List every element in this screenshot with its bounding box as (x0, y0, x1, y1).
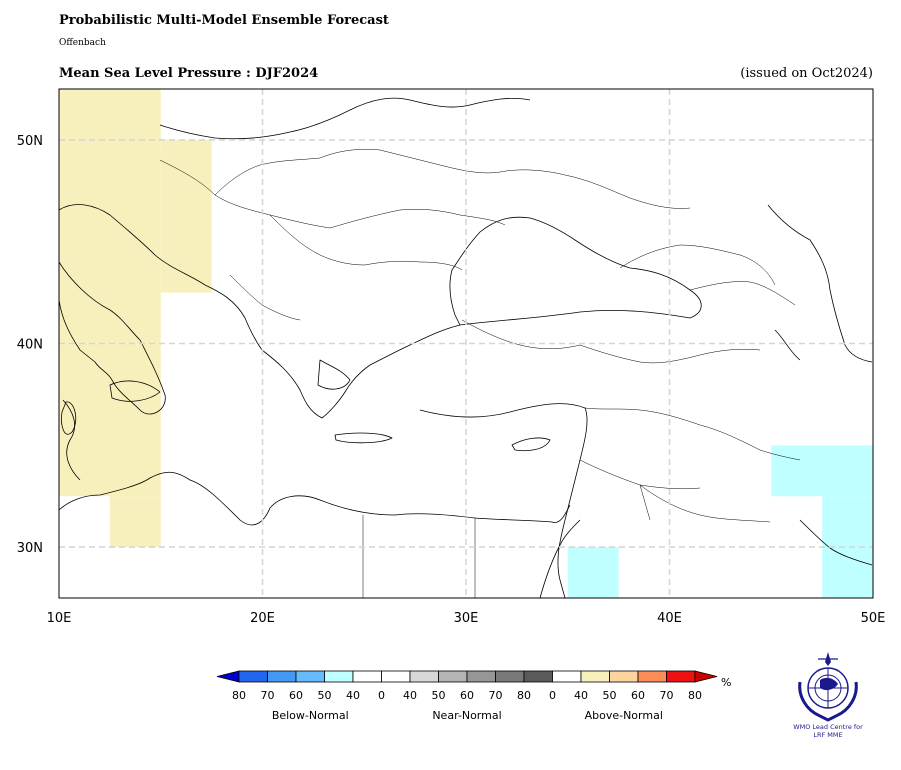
colorbar-tick-label: 60 (631, 689, 645, 702)
colorbar-tick-label: 40 (574, 689, 588, 702)
map-title: Mean Sea Level Pressure : DJF2024 (59, 66, 319, 81)
colorbar-group-label: Above-Normal (585, 709, 663, 722)
colorbar-tick-label: 80 (688, 689, 702, 702)
lon-tick-label: 10E (47, 611, 72, 626)
wmo-emblem-icon (798, 652, 858, 722)
colorbar-tick-label: 40 (403, 689, 417, 702)
colorbar-tick-label: 80 (232, 689, 246, 702)
colorbar-tick-label: 60 (460, 689, 474, 702)
colorbar-tick-label: 0 (378, 689, 385, 702)
axis-labels: 10E 20E 30E 40E 50E 30N 40N 50N (17, 134, 886, 626)
colorbar-segment (295, 670, 325, 683)
map-frame (58, 88, 874, 599)
lon-tick-label: 50E (861, 611, 886, 626)
colorbar-tick-label: 80 (517, 689, 531, 702)
colorbar-segment (466, 670, 496, 683)
wmo-logo: WMO Lead Centre for LRF MME (793, 652, 863, 739)
colorbar-right-arrow (694, 670, 718, 683)
colorbar-tick-label: 70 (489, 689, 503, 702)
colorbar-segment (666, 670, 696, 683)
colorbar-segment (552, 670, 582, 683)
coastlines (59, 97, 873, 598)
colorbar-segment (324, 670, 354, 683)
gridlines (59, 89, 873, 598)
colorbar-segment (352, 670, 382, 683)
colorbar-tick-label: 60 (289, 689, 303, 702)
colorbar-left-arrow (216, 670, 240, 683)
probability-cell (567, 547, 619, 598)
lat-tick-label: 30N (17, 541, 43, 556)
colorbar-segment (381, 670, 411, 683)
colorbar-segment (580, 670, 610, 683)
country-borders (159, 149, 801, 598)
lon-tick-label: 20E (250, 611, 275, 626)
colorbar-segment (238, 670, 268, 683)
logo-line1: WMO Lead Centre for (793, 723, 863, 731)
colorbar-tick-label: 50 (603, 689, 617, 702)
lon-tick-label: 30E (454, 611, 479, 626)
colorbar-segment (495, 670, 525, 683)
colorbar-group-label: Below-Normal (272, 709, 349, 722)
colorbar-unit: % (721, 676, 731, 689)
colorbar-segment (637, 670, 667, 683)
colorbar-group-label: Near-Normal (432, 709, 501, 722)
probability-cell (59, 89, 161, 497)
colorbar-segment (409, 670, 439, 683)
colorbar-tick-label: 0 (549, 689, 556, 702)
centre-subtitle: Offenbach (59, 38, 106, 48)
logo-line2: LRF MME (813, 731, 842, 739)
lon-tick-label: 40E (657, 611, 682, 626)
colorbar-tick-label: 40 (346, 689, 360, 702)
colorbar-tick-label: 50 (432, 689, 446, 702)
colorbar-segment (267, 670, 297, 683)
probability-cell (771, 445, 873, 497)
colorbar: % 80 70 60 50 40 0 40 50 60 70 80 0 40 50 60 70 80 Below-N… (216, 670, 731, 722)
figure-title: Probabilistic Multi-Model Ensemble Forec… (59, 13, 389, 28)
colorbar-segment (523, 670, 553, 683)
colorbar-tick-label: 50 (318, 689, 332, 702)
colorbar-segment (609, 670, 639, 683)
issued-date: (issued on Oct2024) (740, 66, 873, 81)
colorbar-segment (438, 670, 468, 683)
probability-cell (109, 496, 161, 548)
colorbar-tick-label: 70 (261, 689, 275, 702)
lat-tick-label: 50N (17, 134, 43, 149)
lat-tick-label: 40N (17, 338, 43, 353)
probability-cell (160, 139, 212, 293)
colorbar-tick-label: 70 (660, 689, 674, 702)
